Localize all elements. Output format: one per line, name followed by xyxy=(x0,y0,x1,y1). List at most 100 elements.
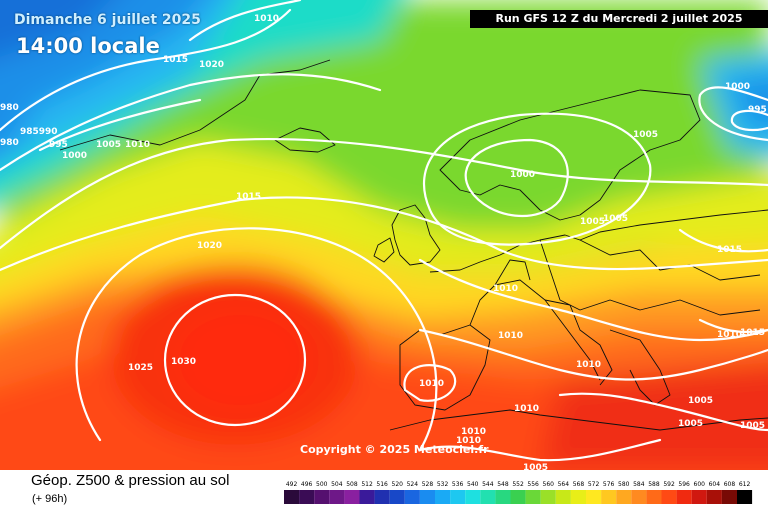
legend-tick-label: 552 xyxy=(512,481,524,488)
legend-tick-label: 560 xyxy=(543,481,555,488)
isobar-label: 1010 xyxy=(461,427,486,437)
legend-color-swatch xyxy=(450,490,466,504)
legend-tick-label: 596 xyxy=(678,481,690,488)
legend-color-swatch xyxy=(525,490,541,504)
legend-tick-label: 504 xyxy=(331,481,343,488)
legend-color-swatch xyxy=(495,490,511,504)
legend-tick-label: 584 xyxy=(633,481,645,488)
isobar-label: 1000 xyxy=(62,151,87,161)
legend-color-swatch xyxy=(344,490,360,504)
forecast-date: Dimanche 6 juillet 2025 xyxy=(14,12,201,28)
legend-tick-label: 524 xyxy=(407,481,419,488)
forecast-range: (+ 96h) xyxy=(32,493,68,505)
legend-tick-label: 604 xyxy=(709,481,721,488)
legend-tick-label: 548 xyxy=(497,481,509,488)
isobar-label: 1010 xyxy=(254,14,279,24)
isobar-label: 1020 xyxy=(199,60,224,70)
legend-color-swatch xyxy=(329,490,345,504)
chart-title: Géop. Z500 & pression au sol xyxy=(31,472,230,489)
isobar-label: 1010 xyxy=(717,330,742,340)
copyright: Copyright © 2025 Meteociel.fr xyxy=(300,443,489,456)
isobar-label: 1010 xyxy=(493,284,518,294)
legend-tick-label: 612 xyxy=(739,481,751,488)
legend-color-swatch xyxy=(676,490,692,504)
legend-tick-label: 508 xyxy=(346,481,358,488)
isobar-label: 1025 xyxy=(128,363,153,373)
legend-color-swatch xyxy=(435,490,451,504)
legend-tick-label: 512 xyxy=(361,481,373,488)
color-scale-legend: 492 496 500 504 508 512 516 520 524 528 532 536 540 5… xyxy=(284,481,753,504)
isobar-label: 1010 xyxy=(514,404,539,414)
legend-color-swatch xyxy=(374,490,390,504)
legend-tick-label: 520 xyxy=(392,481,404,488)
isobar-label: 1005 xyxy=(96,140,121,150)
model-run-label: Run GFS 12 Z du Mercredi 2 juillet 2025 xyxy=(470,10,768,28)
isobar-label: 1005 xyxy=(633,130,658,140)
legend-color-swatch xyxy=(661,490,677,504)
legend-color-swatch xyxy=(706,490,722,504)
isobar-label: 1015 xyxy=(236,192,261,202)
isobar-label: 1005 xyxy=(740,421,765,431)
isobar-label: 1005 xyxy=(678,419,703,429)
isobar-label: 1010 xyxy=(419,379,444,389)
legend-tick-label: 532 xyxy=(437,481,449,488)
legend-color-swatch xyxy=(359,490,375,504)
isobar-label: 1015 xyxy=(740,328,765,338)
legend-color-swatch xyxy=(616,490,632,504)
legend-color-swatch xyxy=(389,490,405,504)
legend-color-swatch xyxy=(480,490,496,504)
legend-color-swatch xyxy=(570,490,586,504)
legend-color-swatch xyxy=(465,490,481,504)
legend-tick-label: 528 xyxy=(422,481,434,488)
legend-tick-label: 588 xyxy=(648,481,660,488)
legend-color-swatch xyxy=(404,490,420,504)
legend-color-swatch xyxy=(737,490,753,504)
legend-tick-label: 500 xyxy=(316,481,328,488)
legend-color-swatch xyxy=(299,490,315,504)
isobar-label: 995 xyxy=(748,105,767,115)
legend-tick-label: 576 xyxy=(603,481,615,488)
isobar-label: 1020 xyxy=(197,241,222,251)
isobar-label: 1000 xyxy=(725,82,750,92)
legend-tick-label: 492 xyxy=(286,481,298,488)
isobar-label: 1010 xyxy=(456,436,481,446)
legend-tick-label: 592 xyxy=(663,481,675,488)
isobar-label: 1015 xyxy=(163,55,188,65)
legend-color-swatch xyxy=(314,490,330,504)
isobar-label: 1005 xyxy=(523,463,548,470)
legend-color-swatch xyxy=(601,490,617,504)
isobar-label: 980 xyxy=(0,103,19,113)
legend-color-swatch xyxy=(540,490,556,504)
legend-tick-label: 600 xyxy=(694,481,706,488)
legend-tick-label: 608 xyxy=(724,481,736,488)
isobar-label: 1010 xyxy=(576,360,601,370)
legend-tick-label: 572 xyxy=(588,481,600,488)
legend-color-swatch xyxy=(419,490,435,504)
isobar-label: 985990 xyxy=(20,127,58,137)
legend-color-swatch xyxy=(586,490,602,504)
isobar-label: 980 xyxy=(0,138,19,148)
isobar-label: 1010 xyxy=(498,331,523,341)
legend-tick-label: 496 xyxy=(301,481,313,488)
isobar-label: 1005 xyxy=(580,217,605,227)
legend-color-swatch xyxy=(691,490,707,504)
legend-color-swatch xyxy=(631,490,647,504)
isobar-label: 995 xyxy=(49,140,68,150)
forecast-time: 14:00 locale xyxy=(16,34,160,58)
legend-tick-label: 580 xyxy=(618,481,630,488)
legend-color-swatch xyxy=(284,490,300,504)
legend-tick-label: 544 xyxy=(482,481,494,488)
legend-tick-label: 556 xyxy=(527,481,539,488)
legend-tick-label: 516 xyxy=(376,481,388,488)
isobar-label: 1005 xyxy=(603,214,628,224)
z500-pressure-map: 1010 1015 1020 985990 980 995 1000 1005 … xyxy=(0,0,768,470)
legend-tick-label: 540 xyxy=(467,481,479,488)
legend-tick-label: 564 xyxy=(558,481,570,488)
legend-color-swatch xyxy=(510,490,526,504)
isobar-label: 1015 xyxy=(717,245,742,255)
legend-color-swatch xyxy=(555,490,571,504)
legend-tick-label: 568 xyxy=(573,481,585,488)
isobar-label: 1005 xyxy=(688,396,713,406)
legend-tick-label: 536 xyxy=(452,481,464,488)
